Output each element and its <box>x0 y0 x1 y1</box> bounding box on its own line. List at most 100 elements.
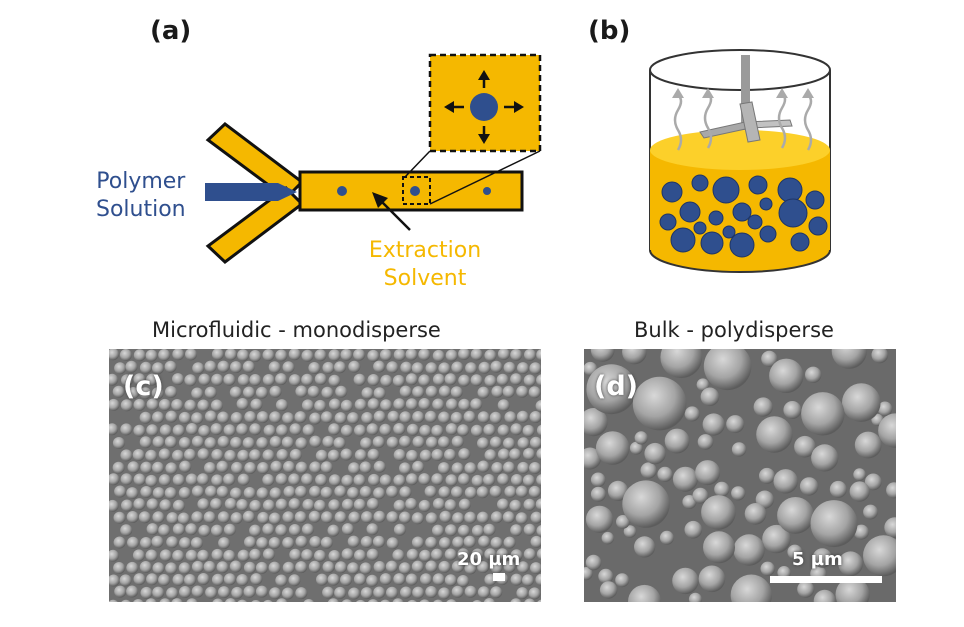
sem-particle <box>185 473 198 486</box>
sem-particle <box>470 398 483 411</box>
sem-particle <box>146 523 159 536</box>
sem-particle <box>268 561 281 574</box>
sem-particle <box>275 498 288 511</box>
sem-particle <box>497 448 510 461</box>
sem-particle <box>400 361 413 374</box>
sem-particle <box>464 462 477 475</box>
sem-particle <box>463 535 476 548</box>
sem-particle <box>471 524 484 537</box>
sem-particle <box>243 487 256 499</box>
sem-particle <box>126 561 139 574</box>
sem-particle <box>483 424 496 436</box>
sem-particle <box>361 511 373 524</box>
sem-particle <box>294 511 307 524</box>
sem-particle <box>490 586 503 599</box>
sem-particle <box>152 511 165 524</box>
sem-particle <box>497 399 510 412</box>
sem-particle <box>615 573 630 588</box>
sem-particle <box>275 574 288 587</box>
sem-particle <box>760 561 775 576</box>
sem-particle <box>697 434 714 450</box>
sem-particle <box>393 423 406 435</box>
sem-particle <box>282 561 295 574</box>
sem-particle <box>112 385 125 398</box>
sem-particle <box>411 362 424 375</box>
sem-particle <box>356 599 366 602</box>
sem-particle <box>152 487 165 500</box>
extraction-arrows <box>444 70 524 144</box>
sem-particle <box>244 536 256 549</box>
sem-particle <box>484 374 497 387</box>
sem-particle <box>288 374 301 387</box>
sem-particle <box>340 349 353 361</box>
sem-particle <box>224 598 237 602</box>
sem-particle <box>119 349 132 361</box>
sem-particle <box>229 386 242 399</box>
sem-particle <box>399 411 412 424</box>
sem-particle <box>243 386 255 399</box>
sem-particle <box>623 525 637 538</box>
sem-particle <box>702 413 725 436</box>
sem-particle <box>463 410 476 423</box>
zoomed-droplet <box>470 93 498 121</box>
sem-particle <box>464 511 477 524</box>
sem-particle <box>119 574 132 587</box>
sem-particle <box>237 374 250 387</box>
sem-particle <box>884 517 896 538</box>
sem-particle <box>451 560 464 573</box>
sem-particle <box>172 549 185 562</box>
sem-particle <box>640 462 657 479</box>
sem-particle <box>438 462 450 475</box>
sem-particle <box>139 411 152 424</box>
sem-particle <box>120 399 133 412</box>
sem-particle <box>412 460 425 473</box>
y-junction <box>205 122 305 264</box>
sem-particle <box>509 448 522 461</box>
sem-particle <box>444 373 457 386</box>
sem-particle <box>334 586 347 599</box>
sem-particle <box>452 536 465 549</box>
sem-particle <box>385 560 398 573</box>
sem-particle <box>347 412 360 425</box>
sem-particle <box>794 435 816 458</box>
polymer-inlet-stream <box>205 183 297 201</box>
scale-bar-label-c: 20 µm <box>457 549 521 570</box>
sem-particle <box>301 473 314 486</box>
sem-particle <box>322 361 335 374</box>
sem-particle <box>628 584 661 602</box>
sem-particle <box>801 392 845 436</box>
sem-particle <box>109 423 119 436</box>
sem-particle <box>314 399 327 412</box>
sem-particle <box>536 374 541 387</box>
sem-particle <box>191 485 204 498</box>
sem-particle <box>158 524 171 537</box>
sem-particle <box>864 473 882 491</box>
sem-particle <box>386 361 399 374</box>
sem-particle <box>458 398 471 411</box>
sem-particle <box>210 423 223 436</box>
sem-particle <box>464 486 477 499</box>
sem-particle <box>151 387 164 400</box>
sem-particle <box>244 411 257 423</box>
sem-particle <box>145 449 158 462</box>
sem-particle <box>406 473 418 486</box>
sem-particle <box>295 437 308 450</box>
sem-particle <box>256 537 269 550</box>
sem-particle <box>340 399 353 412</box>
sem-particle <box>753 397 773 417</box>
sem-particle <box>204 437 217 450</box>
sem-particle <box>348 462 361 475</box>
sem-particle <box>262 523 275 536</box>
sem-particle <box>282 537 295 549</box>
sem-particle <box>211 524 223 537</box>
sem-particle <box>517 461 530 474</box>
sem-particle <box>249 548 262 561</box>
sem-particle <box>152 461 164 474</box>
sem-particle <box>334 485 347 498</box>
sem-particle <box>372 535 385 548</box>
sem-particle <box>379 349 392 361</box>
sem-particle <box>126 487 139 500</box>
sem-particle <box>242 510 255 523</box>
sem-particle <box>146 424 159 437</box>
sem-particle <box>327 449 340 462</box>
